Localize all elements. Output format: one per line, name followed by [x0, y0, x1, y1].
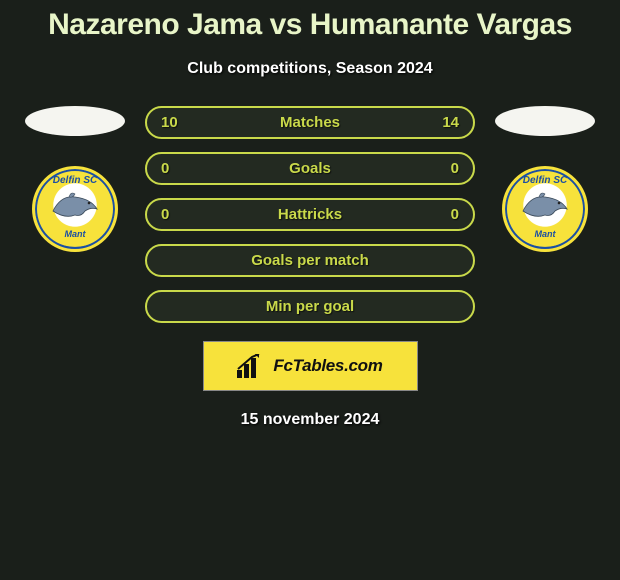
stats-column: 10 Matches 14 0 Goals 0 0 Hattricks 0 Goals per m…	[145, 106, 475, 323]
left-player-col: Delfin SC Mant	[25, 106, 125, 252]
stat-row-goals-per-match: Goals per match	[145, 244, 475, 277]
player-avatar-right	[495, 106, 595, 136]
club-name-top: Delfin SC	[523, 175, 567, 186]
player-avatar-left	[25, 106, 125, 136]
stat-right-value: 14	[429, 114, 459, 131]
stat-left-value: 10	[161, 114, 191, 131]
stat-label: Goals	[289, 160, 331, 177]
dolphin-icon	[51, 191, 99, 221]
stat-right-value: 0	[429, 206, 459, 223]
stat-right-value: 0	[429, 160, 459, 177]
right-player-col: Delfin SC Mant	[495, 106, 595, 252]
stat-left-value: 0	[161, 160, 191, 177]
stat-row-hattricks: 0 Hattricks 0	[145, 198, 475, 231]
stat-row-goals: 0 Goals 0	[145, 152, 475, 185]
stat-label: Min per goal	[266, 298, 354, 315]
brand-text: FcTables.com	[273, 356, 382, 376]
stat-label: Hattricks	[278, 206, 342, 223]
bars-icon	[237, 354, 267, 378]
stat-label: Matches	[280, 114, 340, 131]
stat-left-value: 0	[161, 206, 191, 223]
club-name-top: Delfin SC	[53, 175, 97, 186]
comparison-card: Nazareno Jama vs Humanante Vargas Club c…	[0, 0, 620, 429]
club-badge-left: Delfin SC Mant	[32, 166, 118, 252]
stat-label: Goals per match	[251, 252, 369, 269]
stat-row-matches: 10 Matches 14	[145, 106, 475, 139]
brand-badge[interactable]: FcTables.com	[203, 341, 418, 391]
subtitle: Club competitions, Season 2024	[187, 60, 432, 78]
stat-row-min-per-goal: Min per goal	[145, 290, 475, 323]
club-name-bottom: Mant	[65, 229, 86, 239]
main-row: Delfin SC Mant 10 Matches 14 0 Goals 0 0 Hattri…	[0, 106, 620, 323]
club-name-bottom: Mant	[535, 229, 556, 239]
date-text: 15 november 2024	[241, 411, 380, 429]
club-badge-right: Delfin SC Mant	[502, 166, 588, 252]
dolphin-icon	[521, 191, 569, 221]
page-title: Nazareno Jama vs Humanante Vargas	[48, 8, 572, 42]
